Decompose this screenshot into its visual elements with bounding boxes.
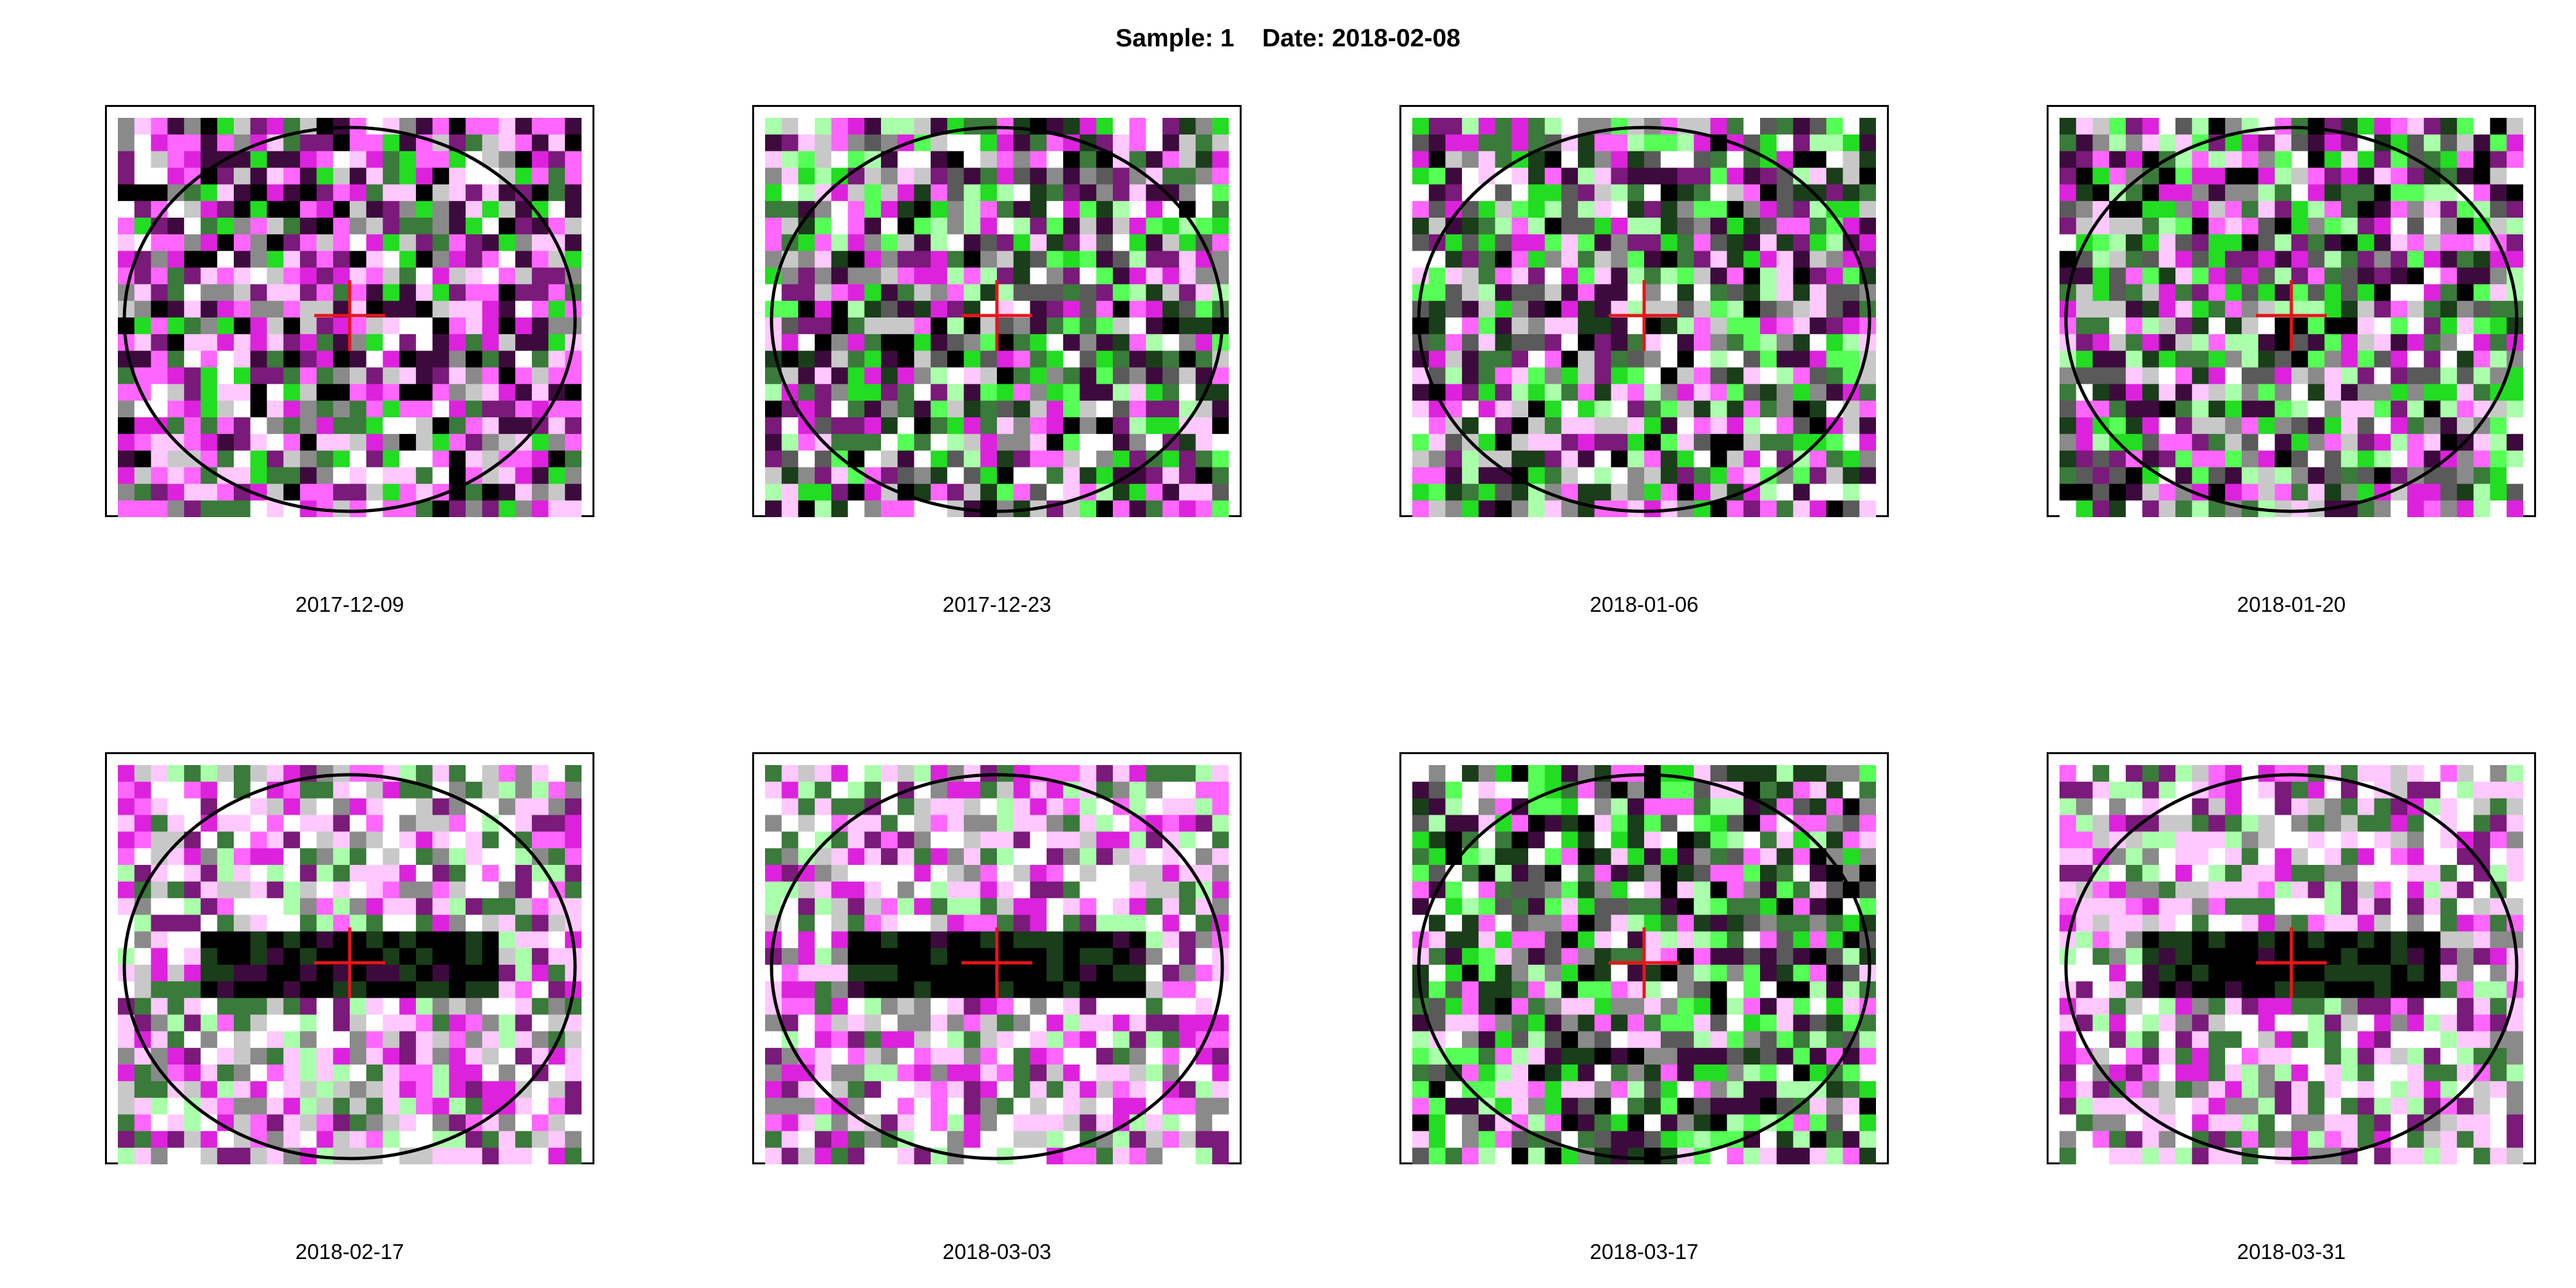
pixel-grid bbox=[765, 118, 1229, 517]
pixel-image bbox=[118, 118, 582, 517]
region-ellipse bbox=[122, 773, 577, 1160]
pixel-grid bbox=[765, 765, 1229, 1164]
panel-date-label: 2018-03-17 bbox=[1589, 1240, 1699, 1264]
image-panel-4 bbox=[2047, 105, 2536, 517]
panel-date-label: 2017-12-23 bbox=[942, 592, 1052, 616]
region-ellipse bbox=[1417, 773, 1871, 1160]
region-ellipse bbox=[2064, 126, 2519, 513]
page-title: Sample: 1 Date: 2018-02-08 bbox=[1115, 24, 1461, 52]
pixel-image bbox=[118, 765, 582, 1164]
pixel-image bbox=[1412, 118, 1876, 517]
pixel-image bbox=[765, 118, 1229, 517]
image-panel-6 bbox=[752, 752, 1242, 1164]
image-panel-3 bbox=[1399, 105, 1889, 517]
image-panel-8 bbox=[2047, 752, 2536, 1164]
region-ellipse bbox=[2064, 773, 2519, 1160]
region-ellipse bbox=[1417, 126, 1871, 513]
panel-date-label: 2017-12-09 bbox=[295, 592, 404, 616]
region-ellipse bbox=[122, 126, 577, 513]
panel-date-label: 2018-02-17 bbox=[295, 1240, 404, 1264]
region-ellipse bbox=[770, 773, 1224, 1160]
pixel-image bbox=[2060, 765, 2523, 1164]
image-panel-2 bbox=[752, 105, 1242, 517]
panel-date-label: 2018-01-20 bbox=[2237, 592, 2346, 616]
image-panel-5 bbox=[105, 752, 594, 1164]
pixel-image bbox=[1412, 765, 1876, 1164]
pixel-grid bbox=[2060, 765, 2523, 1164]
image-panel-1 bbox=[105, 105, 594, 517]
pixel-grid bbox=[118, 118, 582, 517]
pixel-grid bbox=[1412, 765, 1876, 1164]
image-panel-7 bbox=[1399, 752, 1889, 1164]
panel-date-label: 2018-03-31 bbox=[2237, 1240, 2346, 1264]
pixel-grid bbox=[1412, 118, 1876, 517]
panel-date-label: 2018-01-06 bbox=[1589, 592, 1699, 616]
panel-date-label: 2018-03-03 bbox=[942, 1240, 1052, 1264]
region-ellipse bbox=[770, 126, 1224, 513]
pixel-image bbox=[2060, 118, 2523, 517]
pixel-grid bbox=[118, 765, 582, 1164]
pixel-image bbox=[765, 765, 1229, 1164]
